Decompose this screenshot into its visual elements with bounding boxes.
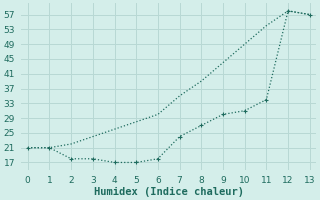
X-axis label: Humidex (Indice chaleur): Humidex (Indice chaleur): [94, 186, 244, 197]
